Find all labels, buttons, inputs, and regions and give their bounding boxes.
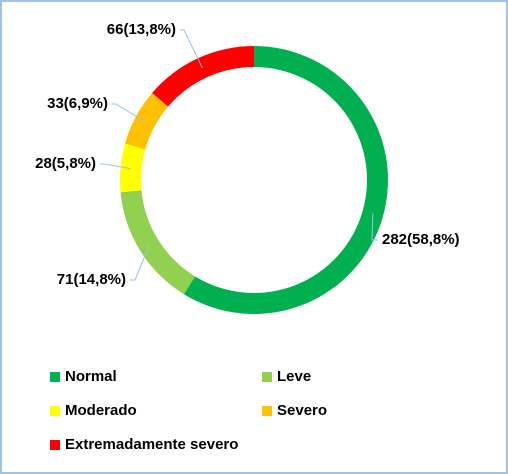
legend-label: Leve: [277, 368, 311, 385]
legend-label: Severo: [277, 402, 327, 419]
donut-segment: [152, 46, 254, 107]
legend-swatch: [50, 372, 60, 382]
legend-swatch: [262, 406, 272, 416]
data-label: 66(13,8%): [107, 21, 176, 38]
donut-segment: [120, 143, 146, 193]
leader-line: [180, 29, 203, 69]
legend-swatch: [262, 372, 272, 382]
donut-segment: [125, 92, 169, 150]
legend-label: Normal: [65, 368, 117, 385]
data-label: 282(58,8%): [382, 231, 460, 248]
data-label: 33(6,9%): [47, 95, 108, 112]
leader-line: [130, 245, 150, 281]
legend-swatch: [50, 440, 60, 450]
data-label: 71(14,8%): [57, 271, 126, 288]
donut-segment: [183, 46, 388, 314]
legend-label: Moderado: [65, 402, 137, 419]
legend-swatch: [50, 406, 60, 416]
donut-segment: [120, 190, 195, 295]
leader-line: [112, 103, 146, 123]
leader-line: [371, 213, 378, 241]
leader-line: [100, 163, 132, 170]
legend-label: Extremadamente severo: [65, 436, 238, 453]
data-label: 28(5,8%): [35, 155, 96, 172]
